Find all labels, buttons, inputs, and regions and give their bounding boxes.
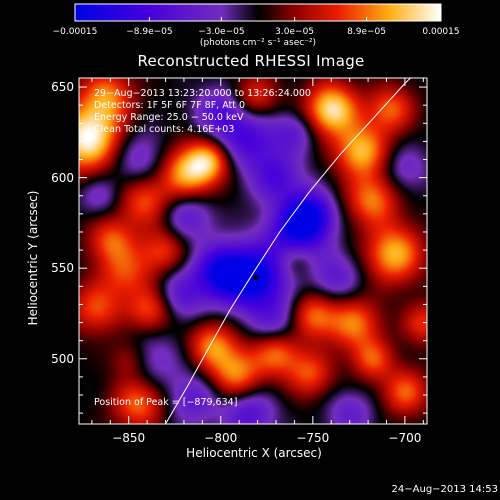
y-tick-label: 500 bbox=[51, 351, 74, 366]
peak-marker bbox=[253, 274, 259, 280]
annotation-peak-position: Position of Peak = [−879,634] bbox=[94, 397, 238, 408]
annotation-clean: Clean Total counts: 4.16E+03 bbox=[94, 124, 235, 135]
colorbar-tick-label: −3.0e−05 bbox=[198, 27, 245, 37]
plot-frame bbox=[78, 77, 428, 425]
colorbar-tick-label: −0.00015 bbox=[52, 27, 98, 37]
colorbar-tick-label: 8.9e−05 bbox=[347, 27, 386, 37]
colorbar-tick-label: −8.9e−05 bbox=[126, 27, 173, 37]
annotation-time-range: 29−Aug−2013 13:23:20.000 to 13:26:24.000 bbox=[94, 88, 311, 99]
x-tick-label: −750 bbox=[296, 431, 330, 445]
heatmap-image bbox=[79, 78, 427, 424]
colorbar-border bbox=[74, 3, 442, 22]
x-tick-label: −800 bbox=[204, 431, 238, 445]
x-tick-label: −700 bbox=[388, 431, 422, 445]
x-axis-label: Heliocentric X (arcsec) bbox=[186, 446, 322, 460]
annotation-detectors: Detectors: 1F 5F 6F 7F 8F, Att 0 bbox=[94, 100, 246, 111]
x-tick-label: −850 bbox=[112, 431, 146, 445]
solar-limb-line bbox=[165, 78, 411, 424]
y-tick-label: 600 bbox=[51, 170, 74, 185]
annotation-energy: Energy Range: 25.0 − 50.0 keV bbox=[94, 112, 244, 123]
colorbar-units: (photons cm⁻² s⁻¹ asec⁻²) bbox=[199, 38, 317, 48]
y-axis-label: Heliocentric Y (arcsec) bbox=[26, 190, 40, 326]
colorbar bbox=[75, 4, 441, 21]
footer-date: 24−Aug−2013 14:53 bbox=[391, 484, 498, 495]
y-tick-label: 550 bbox=[51, 261, 74, 276]
chart-title: Reconstructed RHESSI Image bbox=[137, 52, 365, 70]
y-tick-label: 650 bbox=[51, 80, 74, 95]
colorbar-tick-label: 3.0e−05 bbox=[275, 27, 315, 37]
colorbar-tick-label: 0.00015 bbox=[422, 27, 460, 37]
